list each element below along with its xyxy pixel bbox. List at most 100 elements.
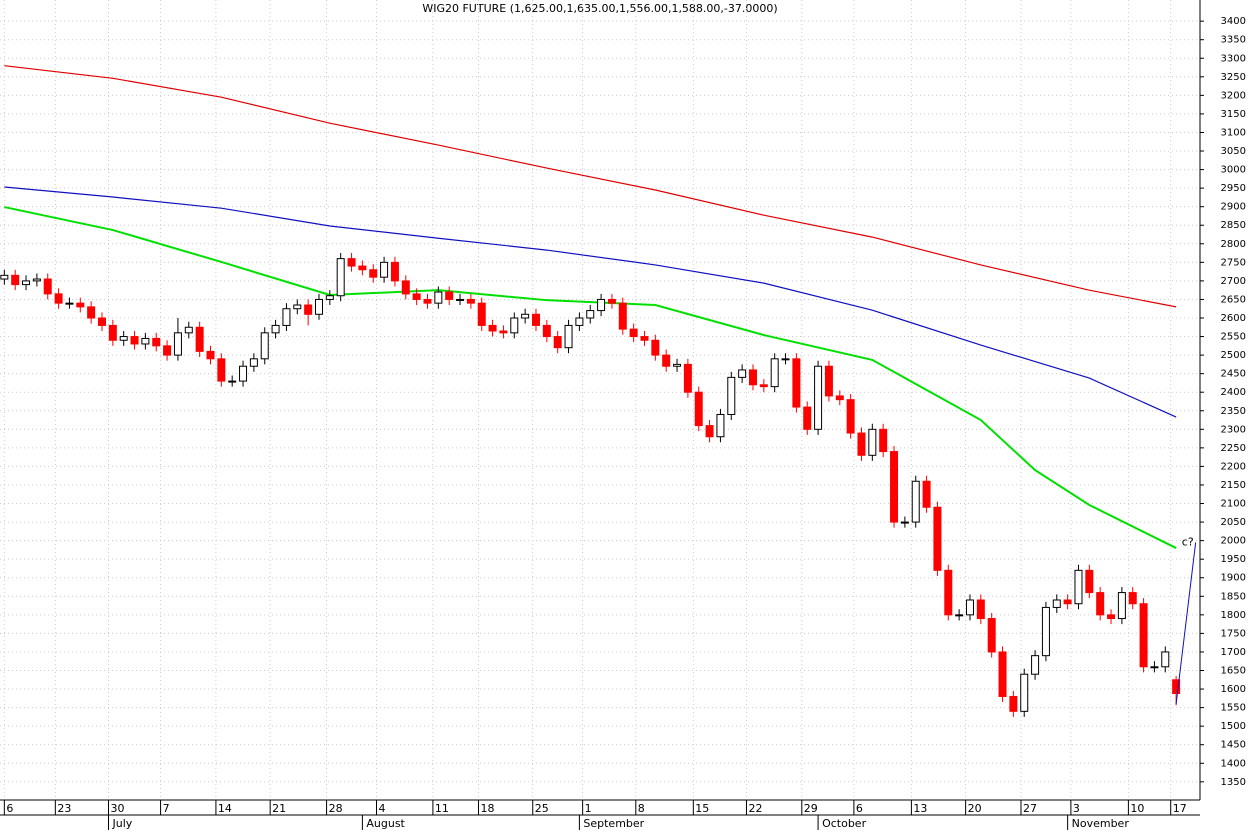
- x-tick-label: 7: [163, 802, 170, 815]
- y-tick-label: 1850: [1221, 591, 1246, 602]
- candle-body: [0, 274, 9, 280]
- month-label: October: [822, 817, 866, 830]
- candle-body: [54, 293, 63, 304]
- candle-body: [369, 269, 378, 278]
- y-tick-label: 2300: [1221, 424, 1246, 435]
- y-tick-label: 2350: [1221, 406, 1246, 417]
- candle-body: [922, 480, 931, 508]
- x-tick-label: 21: [272, 802, 286, 815]
- candle-body: [141, 337, 150, 345]
- candle-body: [716, 413, 725, 438]
- candle-body: [466, 298, 475, 304]
- moving-average: [4, 65, 1177, 308]
- candle-body: [293, 304, 302, 310]
- candle-body: [564, 324, 573, 349]
- candle-body: [173, 332, 182, 356]
- candle-body: [900, 521, 909, 524]
- y-tick-label: 2550: [1221, 332, 1246, 343]
- x-tick-label: 30: [110, 802, 124, 815]
- candle-body: [770, 358, 779, 388]
- y-tick-label: 1800: [1221, 610, 1246, 621]
- y-tick-label: 1650: [1221, 666, 1246, 677]
- candle-body: [694, 391, 703, 427]
- candle-body: [683, 363, 692, 393]
- x-tick-label: 8: [638, 802, 645, 815]
- candle-body: [1031, 655, 1040, 675]
- y-tick-label: 3050: [1221, 146, 1246, 157]
- y-tick-label: 3300: [1221, 53, 1246, 64]
- candle-body: [76, 302, 85, 308]
- y-tick-label: 3400: [1221, 16, 1246, 27]
- x-tick-label: 15: [695, 802, 709, 815]
- y-tick-label: 3250: [1221, 72, 1246, 83]
- y-tick-label: 1950: [1221, 554, 1246, 565]
- candle-body: [531, 313, 540, 326]
- x-tick-label: 17: [1173, 802, 1187, 815]
- candle-body: [228, 380, 237, 383]
- x-tick-label: 27: [1023, 802, 1037, 815]
- y-tick-label: 2750: [1221, 257, 1246, 268]
- y-tick-label: 1450: [1221, 740, 1246, 751]
- candle-body: [184, 326, 193, 334]
- y-tick-label: 3100: [1221, 127, 1246, 138]
- candle-body: [43, 278, 52, 295]
- y-tick-label: 1600: [1221, 684, 1246, 695]
- candle-body: [781, 358, 790, 361]
- x-tick-label: 10: [1130, 802, 1144, 815]
- x-tick-label: 6: [6, 802, 13, 815]
- candle-body: [792, 358, 801, 408]
- candle-body: [1117, 592, 1126, 620]
- x-tick-label: 13: [913, 802, 927, 815]
- candle-body: [933, 506, 942, 571]
- candle-body: [1020, 673, 1029, 712]
- y-tick-label: 2000: [1221, 536, 1246, 547]
- y-tick-label: 1500: [1221, 721, 1246, 732]
- candle-body: [119, 336, 128, 341]
- moving-average: [4, 186, 1177, 418]
- candle-body: [1096, 592, 1105, 616]
- candle-body: [879, 428, 888, 453]
- candle-body: [206, 350, 215, 360]
- candle-body: [22, 280, 31, 286]
- candle-body: [629, 328, 638, 338]
- candle-body: [521, 313, 530, 319]
- candle-body: [673, 363, 682, 367]
- y-tick-label: 2050: [1221, 517, 1246, 528]
- y-tick-label: 2500: [1221, 350, 1246, 361]
- y-tick-label: 2600: [1221, 313, 1246, 324]
- chart-title: WIG20 FUTURE (1,625.00,1,635.00,1,556.00…: [422, 2, 777, 15]
- candle-body: [249, 358, 258, 367]
- candle-body: [803, 406, 812, 430]
- x-tick-label: 3: [1073, 802, 1080, 815]
- candle-body: [846, 399, 855, 434]
- candle-body: [195, 326, 204, 352]
- candle-body: [662, 354, 671, 367]
- candle-body: [336, 258, 345, 297]
- candle-body: [1085, 569, 1094, 594]
- candle-body: [1074, 569, 1083, 605]
- x-tick-label: 29: [804, 802, 818, 815]
- candle-body: [1150, 666, 1159, 669]
- x-tick-label: 22: [748, 802, 762, 815]
- x-tick-label: 23: [57, 802, 71, 815]
- candle-body: [738, 369, 747, 378]
- candle-body: [857, 432, 866, 456]
- candle-body: [640, 336, 649, 341]
- candle-body: [814, 365, 823, 430]
- candle-body: [412, 293, 421, 300]
- y-tick-label: 3350: [1221, 35, 1246, 46]
- candle-body: [987, 618, 996, 653]
- candle-body: [130, 336, 139, 345]
- candle-body: [217, 358, 226, 382]
- y-tick-label: 2900: [1221, 202, 1246, 213]
- candle-body: [542, 324, 551, 338]
- candle-body: [445, 291, 454, 300]
- candle-body: [727, 376, 736, 415]
- candle-body: [380, 261, 389, 278]
- candle-body: [477, 302, 486, 326]
- x-tick-label: 25: [535, 802, 549, 815]
- y-tick-label: 2150: [1221, 480, 1246, 491]
- candle-body: [586, 310, 595, 319]
- candle-body: [239, 365, 248, 382]
